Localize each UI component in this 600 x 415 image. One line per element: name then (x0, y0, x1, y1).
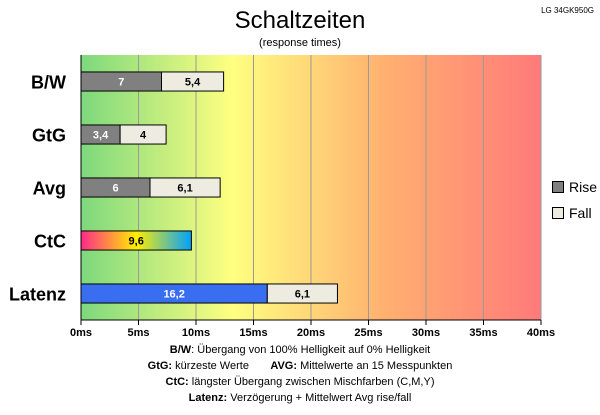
chart-title: Schaltzeiten (235, 7, 366, 34)
chart-subtitle: (response times) (259, 37, 341, 49)
bar-fall (266, 283, 338, 304)
x-tick-label: 10ms (182, 327, 210, 339)
legend-fall-swatch (552, 207, 564, 219)
bar-label-fall: 5,4 (185, 77, 201, 89)
category-label: B/W (31, 73, 66, 93)
legend-fall: Fall (552, 205, 592, 221)
footer-key-avg: AVG: (270, 360, 298, 372)
bar-fall (119, 124, 167, 145)
bar-label-rise: 3,4 (93, 130, 109, 142)
bar-fall (161, 71, 225, 92)
footer-text-avg: Mittelwerte an 15 Messpunkten (297, 360, 453, 372)
x-tick-label: 15ms (239, 327, 267, 339)
x-tick-label: 40ms (527, 327, 555, 339)
legend-rise-label: Rise (569, 179, 598, 195)
x-tick-label: 20ms (297, 327, 325, 339)
footer-key-bw: B/W (169, 344, 192, 356)
footer-text-latenz: Verzögerung + Mittelwert Avg rise/fall (227, 392, 412, 404)
x-tick-label: 35ms (469, 327, 497, 339)
bar-label-rise: 9,6 (129, 236, 144, 248)
bar-label-rise: 7 (118, 77, 124, 89)
footer-text-bw: : Übergang von 100% Helligkeit auf 0% He… (191, 344, 431, 356)
x-tick-label: 30ms (412, 327, 440, 339)
legend-fall-label: Fall (569, 205, 592, 221)
x-tick-label: 5ms (127, 327, 149, 339)
x-tick-label: 25ms (354, 327, 382, 339)
footer-key-latenz: Latenz: (188, 392, 228, 404)
monitor-model-label: LG 34GK950G (541, 6, 594, 15)
bar-label-fall: 6,1 (295, 289, 310, 301)
category-label: Latenz (9, 285, 66, 305)
footer-key-ctc: CtC: (165, 376, 189, 388)
category-label: GtG (32, 126, 66, 146)
footer-line-3: CtC: längster Übergang zwischen Mischfar… (0, 376, 600, 388)
footer-text-gtg: kürzeste Werte (172, 360, 249, 372)
x-tick-labels: 0ms 5ms 10ms 15ms 20ms 25ms 30ms 35ms 40ms (70, 55, 555, 339)
bars: 7 5,4 3,4 4 6 6,1 9,6 16,2 6,1 (80, 71, 338, 304)
legend-rise: Rise (552, 179, 597, 195)
grid-lines (80, 55, 542, 320)
category-label: Avg (33, 179, 66, 199)
bar-label-rise: 16,2 (163, 289, 184, 301)
x-tick-label: 0ms (70, 327, 92, 339)
category-labels: B/W GtG Avg CtC Latenz (9, 73, 66, 305)
footer-line-4: Latenz: Verzögerung + Mittelwert Avg ris… (0, 392, 600, 404)
bar-label-rise: 6 (112, 183, 118, 195)
footer-line-1: B/W: Übergang von 100% Helligkeit auf 0%… (0, 344, 600, 356)
footer-key-gtg: GtG: (147, 360, 173, 372)
category-label: CtC (34, 232, 66, 252)
bar-fall (149, 177, 221, 198)
footer-line-2: GtG: kürzeste Werte AVG: Mittelwerte an … (0, 360, 600, 372)
bar-label-fall: 4 (140, 130, 147, 142)
bar-label-fall: 6,1 (177, 183, 192, 195)
footer-text-ctc: längster Übergang zwischen Mischfarben (… (188, 376, 435, 388)
legend-rise-swatch (552, 181, 564, 193)
